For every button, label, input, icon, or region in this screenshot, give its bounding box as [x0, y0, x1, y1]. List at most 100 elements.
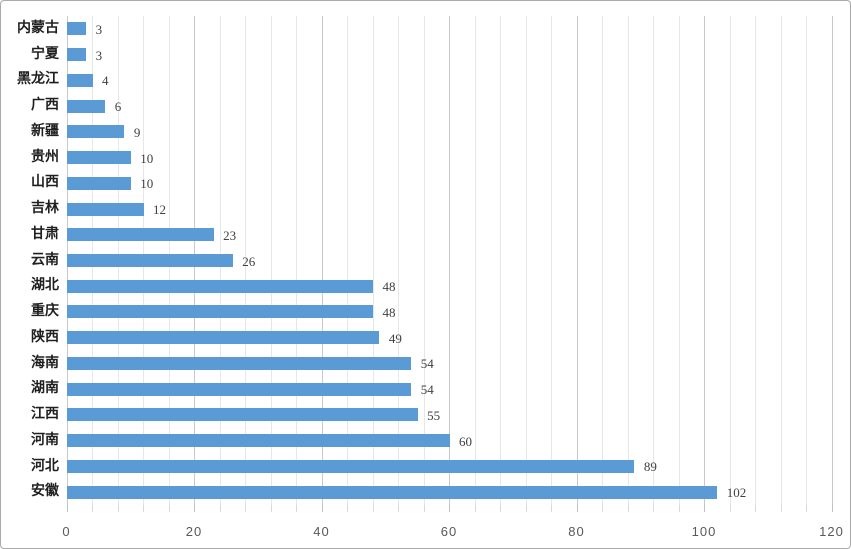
data-label: 10 [140, 176, 154, 192]
major-tick [449, 505, 450, 512]
minor-tick [296, 505, 297, 512]
data-label: 54 [420, 382, 434, 398]
minor-tick [500, 505, 501, 512]
bar-安徽 [67, 485, 718, 499]
minor-tick [806, 505, 807, 512]
data-label: 54 [420, 356, 434, 372]
bar-湖北 [67, 279, 373, 293]
minor-gridline [525, 16, 527, 505]
bar-贵州 [67, 151, 131, 165]
minor-tick [729, 505, 731, 512]
major-gridline [321, 16, 323, 505]
minor-tick [372, 505, 374, 512]
category-label: 广西 [31, 98, 59, 114]
data-label: 10 [140, 150, 154, 166]
x-axis-tick-label: 40 [313, 524, 330, 539]
major-gridline [831, 16, 833, 505]
major-tick [576, 505, 578, 512]
x-axis-tick-label: 60 [440, 524, 458, 539]
category-label: 陕西 [31, 329, 59, 345]
category-label: 湖北 [31, 278, 59, 294]
minor-tick [678, 505, 680, 512]
data-label: 12 [153, 202, 166, 218]
data-label: 60 [459, 433, 472, 449]
bar-河北 [67, 459, 635, 473]
bar-甘肃 [67, 228, 214, 242]
x-axis-tick-label: 100 [691, 524, 717, 539]
bar-广西 [67, 99, 106, 113]
bar-云南 [67, 254, 233, 267]
minor-gridline [398, 16, 399, 505]
data-label: 49 [388, 330, 402, 346]
data-label: 89 [643, 459, 657, 475]
category-label: 山西 [31, 175, 59, 191]
bar-内蒙古 [67, 22, 87, 36]
data-label: 6 [114, 99, 122, 115]
category-label: 内蒙古 [17, 21, 59, 36]
x-axis-tick-label: 20 [185, 524, 203, 539]
data-label: 55 [427, 407, 441, 423]
minor-gridline [729, 16, 731, 505]
minor-gridline [270, 16, 272, 505]
minor-gridline [551, 16, 552, 505]
data-label: 102 [726, 485, 747, 501]
minor-tick [755, 505, 756, 512]
category-label: 河北 [31, 458, 59, 474]
minor-tick [347, 505, 348, 512]
data-label: 3 [95, 47, 103, 63]
data-label: 3 [95, 21, 103, 37]
minor-gridline [755, 16, 756, 505]
minor-gridline [245, 16, 246, 505]
bar-新疆 [67, 125, 125, 139]
bar-江西 [67, 408, 418, 422]
category-label: 黑龙江 [17, 72, 59, 88]
minor-tick [551, 505, 552, 512]
data-label: 9 [133, 124, 141, 140]
major-tick [66, 505, 68, 512]
category-label: 江西 [31, 407, 59, 423]
category-label: 海南 [31, 355, 59, 371]
bar-吉林 [67, 202, 144, 216]
data-label: 26 [242, 253, 256, 269]
category-label: 云南 [31, 252, 59, 268]
minor-gridline [474, 16, 476, 505]
minor-tick [653, 505, 654, 512]
minor-gridline [678, 16, 680, 505]
minor-gridline [653, 16, 654, 505]
minor-tick [168, 505, 170, 512]
minor-tick [627, 505, 629, 512]
bar-黑龙江 [67, 73, 93, 87]
bar-海南 [67, 356, 412, 370]
major-gridline [449, 16, 450, 505]
data-label: 23 [223, 227, 237, 243]
category-label: 安徽 [31, 484, 59, 500]
x-axis-tick-label: 120 [819, 524, 844, 539]
minor-gridline [780, 16, 782, 505]
bar-宁夏 [67, 48, 87, 62]
minor-gridline [627, 16, 629, 505]
minor-tick [423, 505, 425, 512]
category-label: 河南 [31, 432, 59, 448]
major-tick [321, 505, 323, 512]
minor-gridline [296, 16, 297, 505]
minor-gridline [602, 16, 603, 505]
bar-河南 [67, 434, 450, 448]
minor-tick [602, 505, 603, 512]
x-axis-tick-label: 0 [62, 524, 71, 539]
minor-tick [117, 505, 119, 512]
minor-tick [270, 505, 272, 512]
category-label: 甘肃 [31, 226, 59, 242]
category-label: 湖南 [31, 381, 59, 397]
x-axis-tick-label: 80 [568, 524, 585, 539]
category-label: 新疆 [31, 123, 59, 139]
major-tick [831, 505, 833, 512]
minor-gridline [423, 16, 425, 505]
minor-gridline [347, 16, 348, 505]
category-label: 贵州 [31, 149, 59, 165]
minor-tick [219, 505, 221, 512]
category-label: 重庆 [31, 304, 59, 320]
major-tick [704, 505, 705, 512]
minor-tick [92, 505, 93, 512]
